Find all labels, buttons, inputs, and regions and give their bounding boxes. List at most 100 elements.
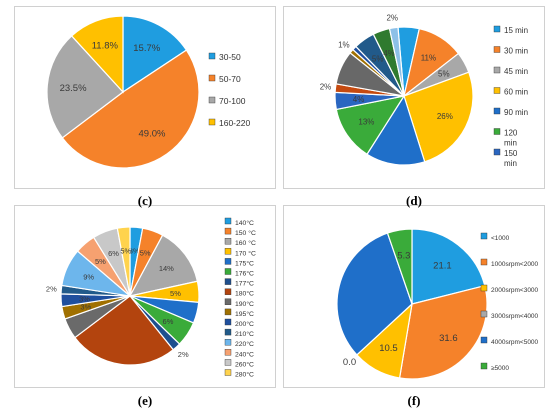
slice-label-d-9: 1% [338,41,350,50]
legend-label-d-6: min [504,159,517,168]
slice-label-c-0: 15.7% [133,43,160,54]
pie-slice-d-5 [335,95,406,156]
legend-swatch-c-1 [208,74,216,82]
slice-label-e-1: 5% [140,249,151,258]
legend-label-d-5: min [504,139,517,148]
slice-label-e-5: 6% [163,317,174,326]
legend-swatch-c-2 [208,96,216,104]
slice-label-d-5: 13% [358,118,374,127]
slice-label-e-15: 5% [120,246,131,255]
legend-swatch-d-6 [493,148,501,156]
legend-swatch-d-3 [493,87,501,94]
legend-label-e-5: 176°C [235,270,254,278]
caption-f: (f) [407,393,421,408]
slice-label-e-2: 14% [159,264,174,273]
slice-label-e-11: 2% [46,284,57,293]
pie-slice-c-2 [46,35,124,139]
legend-swatch-e-7 [224,288,232,295]
legend-swatch-d-0 [493,25,501,33]
pie-chart-f: 21.1 31.6 10.5 0.0 5.3 <1000 1000srpm<2000 2000… [336,228,539,380]
caption-c: (c) [137,193,153,208]
legend-swatch-e-2 [224,237,232,245]
slice-label-d-2: 5% [438,70,450,79]
legend-label-e-13: 240°C [235,350,254,358]
slice-label-e-13: 5% [95,257,106,266]
pie-slice-d-3 [403,71,474,163]
slice-label-f-1: 31.6 [439,333,458,344]
pie-chart-c: 15.7% 49.0% 23.5% 11.8% 30-50 50-70 70-100 160-… [46,15,250,169]
legend-swatch-e-0 [224,217,232,225]
slice-label-e-3: 5% [170,289,181,298]
caption-d: (d) [406,193,422,208]
legend-label-e-10: 200°C [235,320,254,328]
pie-slice-c-0 [122,15,188,94]
slice-label-c-3: 11.8% [92,41,119,52]
pie-slice-f-5 [386,228,413,305]
slice-label-d-1: 11% [421,53,436,62]
legend-label-e-4: 175°C [235,259,254,267]
pie-slice-c-3 [70,15,124,94]
legend-swatch-d-1 [493,46,501,53]
legend-label-e-0: 140°C [235,219,254,227]
legend-label-d-2: 45 min [504,67,528,76]
legend-label-e-11: 210°C [235,330,254,338]
legend-swatch-e-14 [224,359,232,366]
legend-swatch-f-0 [480,232,488,240]
legend-label-f-2: 2000srpm<3000 [491,287,539,294]
pie-slice-e-2 [128,234,199,297]
slice-label-c-1: 49.0% [139,128,166,139]
legend-label-d-3: 60 min [504,88,528,97]
legend-label-c-3: 160-220 [219,118,250,128]
legend-swatch-e-8 [224,298,232,305]
slice-label-c-2: 23.5% [60,83,87,94]
legend-swatch-e-15 [224,369,232,376]
slice-label-e-12: 9% [83,273,94,282]
legend-label-f-4: 4000srpm<5000 [491,339,539,346]
slice-label-d-11: 5% [372,55,384,64]
legend-label-c-2: 70-100 [219,96,246,106]
pie-slice-e-7 [74,295,175,366]
legend-swatch-e-1 [224,227,232,235]
legend-swatch-f-3 [480,310,488,318]
legend-label-e-8: 190°C [235,300,254,308]
legend-label-e-15: 280°C [235,371,254,379]
pie-slice-f-1 [398,284,488,380]
legend-swatch-d-5 [493,128,501,135]
legend-label-d-4: 90 min [504,108,528,117]
legend-swatch-f-2 [480,284,488,292]
slice-label-d-3: 26% [437,112,453,121]
legend-label-c-1: 50-70 [219,74,241,84]
legend-label-f-1: 1000srpm<2000 [491,261,539,268]
pie-slice-d-13 [388,26,405,97]
legend-swatch-e-9 [224,308,232,316]
legend-label-e-12: 220°C [235,340,254,348]
pie-slice-e-15 [116,226,131,297]
caption-e: (e) [137,393,153,408]
legend-swatch-e-10 [224,318,232,326]
legend-swatch-e-11 [224,328,232,336]
pie-slice-f-0 [411,228,486,305]
slice-label-d-12: 4% [383,49,395,58]
legend-swatch-e-4 [224,258,232,265]
legend-label-e-14: 260°C [235,360,254,368]
slice-label-f-0: 21.1 [433,260,452,271]
legend-label-f-3: 3000srpm<4000 [491,313,539,320]
legend-label-d-5: 120 [504,129,518,138]
slice-label-e-10: 3% [79,294,90,303]
slice-label-f-2: 10.5 [379,343,398,354]
legend-label-e-9: 195°C [235,310,254,318]
slice-label-e-14: 6% [108,249,119,258]
slice-label-f-5: 5.3 [397,251,410,262]
legend-swatch-f-5 [480,362,488,370]
legend-swatch-e-13 [224,349,232,356]
slice-label-d-6: 4% [353,95,365,104]
slice-label-e-0: 3% [129,246,140,255]
slice-label-d-13: 2% [386,14,398,23]
legend-swatch-f-1 [480,258,488,266]
slice-label-f-3: 0.0 [343,357,356,368]
pie-slice-f-4 [336,232,413,356]
legend-label-f-0: <1000 [491,235,510,242]
legend-label-e-6: 177°C [235,280,254,288]
